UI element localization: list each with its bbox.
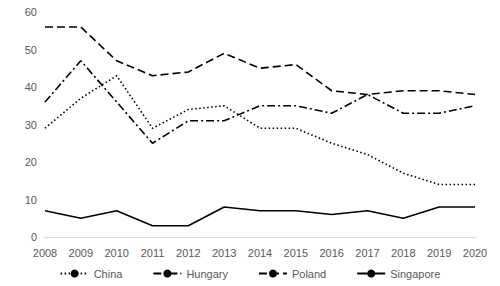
svg-text:2016: 2016 <box>319 247 343 259</box>
svg-text:2014: 2014 <box>248 247 272 259</box>
svg-text:2013: 2013 <box>212 247 236 259</box>
svg-text:10: 10 <box>25 194 37 206</box>
svg-text:Poland: Poland <box>292 268 326 280</box>
svg-text:2015: 2015 <box>284 247 308 259</box>
svg-text:30: 30 <box>25 119 37 131</box>
svg-text:2018: 2018 <box>391 247 415 259</box>
svg-text:China: China <box>94 268 124 280</box>
svg-text:Hungary: Hungary <box>186 268 228 280</box>
svg-text:2009: 2009 <box>69 247 93 259</box>
svg-text:50: 50 <box>25 44 37 56</box>
svg-text:2017: 2017 <box>355 247 379 259</box>
svg-text:Singapore: Singapore <box>390 268 440 280</box>
svg-text:2020: 2020 <box>463 247 487 259</box>
svg-text:20: 20 <box>25 156 37 168</box>
svg-text:2019: 2019 <box>427 247 451 259</box>
svg-text:2012: 2012 <box>176 247 200 259</box>
svg-text:60: 60 <box>25 6 37 18</box>
svg-text:2011: 2011 <box>141 247 165 259</box>
svg-text:40: 40 <box>25 81 37 93</box>
svg-text:2008: 2008 <box>33 247 57 259</box>
svg-text:0: 0 <box>31 231 37 243</box>
svg-text:2010: 2010 <box>104 247 128 259</box>
